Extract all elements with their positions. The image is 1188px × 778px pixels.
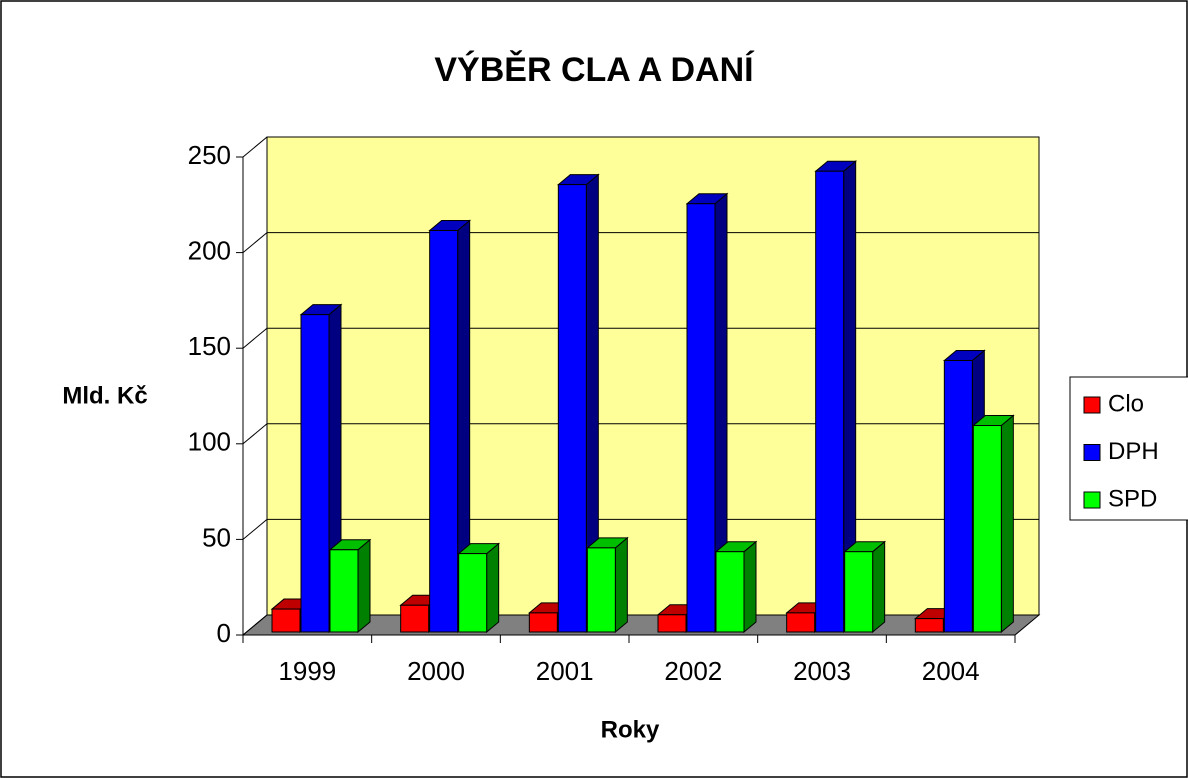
bar-front [329, 549, 359, 633]
bar [971, 414, 1015, 634]
legend-swatch [1083, 396, 1101, 414]
bar-front [429, 229, 459, 633]
bar-front [914, 618, 944, 633]
bar-front [786, 612, 816, 633]
bar [843, 540, 887, 634]
x-tick-label: 1999 [278, 656, 336, 686]
bar-front [972, 425, 1002, 633]
legend-label: SPD [1108, 485, 1157, 512]
side-grid [242, 136, 268, 158]
bar [585, 536, 629, 634]
bar [428, 219, 472, 634]
bar [685, 192, 729, 634]
y-tick-label: 200 [188, 235, 231, 265]
x-tick-label: 2002 [664, 656, 722, 686]
bar-front [400, 604, 430, 633]
bar [714, 540, 758, 634]
bar-front [528, 612, 558, 633]
legend-label: DPH [1108, 438, 1159, 465]
x-tick-label: 2001 [536, 656, 594, 686]
side-grid [242, 519, 268, 540]
bar-front [686, 203, 716, 633]
back-wall [266, 136, 1040, 616]
bar-side [743, 540, 757, 634]
x-tick-label: 2003 [793, 656, 851, 686]
bar-front [943, 359, 973, 633]
side-grid [242, 423, 268, 445]
legend-label: Clo [1108, 390, 1144, 417]
bar-front [657, 614, 687, 633]
bar-front [715, 551, 745, 633]
x-tick-label: 2000 [407, 656, 465, 686]
y-tick-label: 100 [188, 427, 231, 457]
chart-title: VÝBĚR CLA A DANÍ [434, 51, 755, 89]
x-axis-label: Roky [601, 716, 660, 743]
side-grid [242, 232, 268, 253]
bar-side [1000, 414, 1014, 634]
y-tick-label: 0 [217, 618, 231, 648]
side-grid [242, 327, 268, 349]
bar-front [815, 170, 845, 633]
y-axis-label: Mld. Kč [62, 382, 147, 409]
bar-front [844, 551, 874, 633]
bar-front [271, 608, 301, 633]
x-tick-label: 2004 [922, 656, 980, 686]
bar-front [458, 553, 488, 633]
bar-side [486, 542, 500, 634]
bar-side [357, 538, 371, 634]
y-tick-label: 250 [188, 140, 231, 170]
bar [328, 538, 372, 634]
legend-swatch [1083, 491, 1101, 509]
bar-side [614, 536, 628, 634]
legend-swatch [1083, 444, 1101, 461]
bar-side [872, 540, 886, 634]
bar [556, 173, 600, 634]
bar [457, 542, 501, 634]
y-tick-label: 150 [188, 331, 231, 361]
side-grid [242, 614, 268, 636]
bar-front [557, 184, 587, 633]
bar-front [586, 547, 616, 633]
bar-front [300, 314, 330, 633]
y-tick-label: 50 [202, 522, 231, 552]
